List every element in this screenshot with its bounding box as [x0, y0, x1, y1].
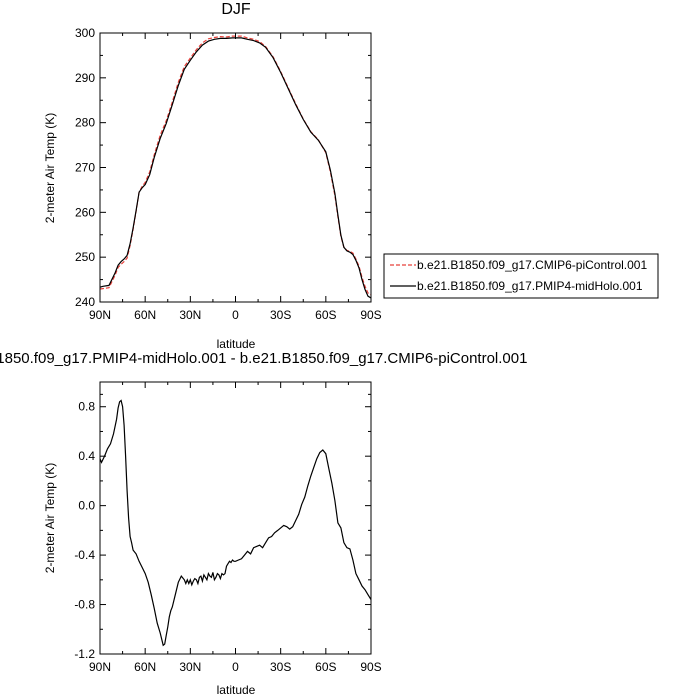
x-tick-label: 30S [270, 308, 291, 322]
series-line-1 [99, 37, 372, 299]
y-tick-label: 240 [75, 295, 95, 309]
x-axis-label: latitude [217, 683, 256, 697]
y-tick-label: 0.4 [78, 449, 95, 463]
temperature-panel: DJF 90N 60N 30N 0 30S 60S 90S 240 250 260 270 280 29… [43, 1, 382, 351]
legend-label-midHolo: b.e21.B1850.f09_g17.PMIP4-midHolo.001 [417, 279, 643, 293]
x-tick-label: 60N [134, 308, 156, 322]
temperature-series-layer [99, 35, 372, 299]
y-tick-label: 0.8 [78, 400, 95, 414]
difference-panel: b.e21.B1850.f09_g17.PMIP4-midHolo.001 - … [0, 350, 527, 697]
y-tick-label: 0.0 [78, 499, 95, 513]
y-tick-label: 260 [75, 205, 95, 219]
temperature-ticks: 90N 60N 30N 0 30S 60S 90S 240 250 260 270 280 290 300 [75, 26, 382, 322]
difference-ticks: 90N 60N 30N 0 30S 60S 90S 0.8 0.4 0.0 -0.4 -0.8 -1.2 [74, 382, 382, 674]
legend: b.e21.B1850.f09_g17.CMIP6-piControl.001 … [383, 253, 659, 299]
y-tick-label: -0.4 [74, 548, 95, 562]
x-tick-label: 90S [360, 308, 381, 322]
panel-title: b.e21.B1850.f09_g17.PMIP4-midHolo.001 - … [0, 350, 527, 367]
series-line-0 [99, 399, 372, 647]
x-tick-label: 90N [89, 308, 111, 322]
x-tick-label: 60S [315, 308, 336, 322]
series-line-0 [99, 35, 372, 296]
y-tick-label: 280 [75, 116, 95, 130]
legend-label-piControl: b.e21.B1850.f09_g17.CMIP6-piControl.001 [417, 258, 647, 272]
x-tick-label: 30N [179, 660, 201, 674]
y-tick-label: -0.8 [74, 598, 95, 612]
y-tick-label: 300 [75, 26, 95, 40]
x-tick-label: 0 [232, 660, 239, 674]
difference-plot-frame [99, 381, 372, 655]
x-tick-label: 0 [232, 308, 239, 322]
x-tick-label: 30N [179, 308, 201, 322]
temperature-plot-frame [99, 32, 372, 303]
legend-box [383, 253, 659, 299]
y-tick-label: 290 [75, 71, 95, 85]
x-tick-label: 90S [360, 660, 381, 674]
x-tick-label: 90N [89, 660, 111, 674]
difference-series-layer [99, 399, 372, 647]
y-axis-label: 2-meter Air Temp (K) [43, 113, 57, 223]
y-tick-label: 250 [75, 250, 95, 264]
x-axis-label: latitude [217, 337, 256, 351]
x-tick-label: 60N [134, 660, 156, 674]
x-tick-label: 60S [315, 660, 336, 674]
y-tick-label: 270 [75, 161, 95, 175]
panel-title: DJF [221, 1, 251, 18]
x-tick-label: 30S [270, 660, 291, 674]
y-tick-label: -1.2 [74, 647, 95, 661]
y-axis-label: 2-meter Air Temp (K) [43, 463, 57, 573]
